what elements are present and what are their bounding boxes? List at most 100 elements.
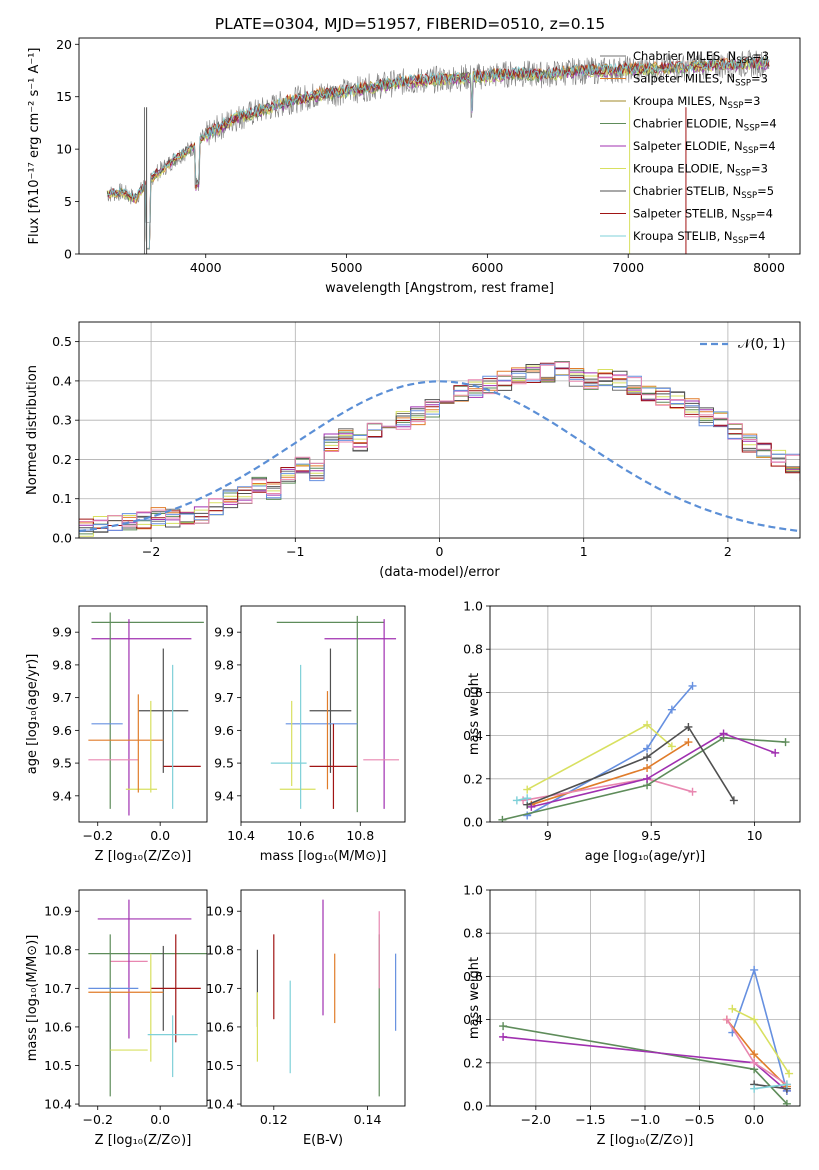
x-tick-label: 0.12 xyxy=(260,1112,288,1127)
legend-entry: Chabrier MILES, NSSP=3 xyxy=(633,49,769,66)
weight-point xyxy=(499,1022,508,1031)
histogram-series xyxy=(79,363,800,531)
plot-area-age-vs-mass xyxy=(270,615,400,813)
x-axis-label: mass [log₁₀(M/M⊙)] xyxy=(260,849,387,864)
legend-entry: Chabrier ELODIE, NSSP=4 xyxy=(633,117,777,134)
x-tick-label: 5000 xyxy=(331,260,363,275)
y-tick-label: 0.4 xyxy=(52,373,72,388)
x-tick-label: 10.6 xyxy=(287,828,315,843)
axes-frame xyxy=(240,889,406,1107)
y-tick-label: 9.5 xyxy=(52,756,72,771)
axes-frame xyxy=(240,605,406,823)
weight-point xyxy=(667,742,676,751)
y-tick-label: 0.3 xyxy=(52,413,72,428)
weight-point xyxy=(688,681,697,690)
y-tick-label: 10.7 xyxy=(206,981,234,996)
y-tick-label: 10 xyxy=(56,142,72,157)
legend-entry: Kroupa MILES, NSSP=3 xyxy=(633,94,760,111)
weight-point xyxy=(782,1099,791,1106)
y-tick-label: 10.5 xyxy=(206,1058,234,1073)
y-tick-label: 0.8 xyxy=(463,926,483,941)
x-axis-label: E(B-V) xyxy=(303,1133,343,1148)
weight-point xyxy=(643,764,652,772)
weight-line xyxy=(502,736,786,821)
y-axis-label: mass weight xyxy=(467,673,482,755)
plot-area-mass-vs-ebv xyxy=(256,899,397,1097)
axes-frame xyxy=(489,605,801,823)
y-tick-label: 0.0 xyxy=(463,815,483,830)
y-tick-label: 0.2 xyxy=(463,771,483,786)
weight-line xyxy=(754,1083,788,1090)
y-tick-label: 5 xyxy=(64,194,72,209)
y-tick-label: 0.2 xyxy=(52,452,72,467)
weight-line xyxy=(726,1019,788,1086)
weight-point xyxy=(527,802,536,811)
y-tick-label: 0.1 xyxy=(52,491,72,506)
legend-entry: Kroupa STELIB, NSSP=4 xyxy=(633,229,765,246)
x-tick-label: −0.2 xyxy=(83,1112,113,1127)
x-tick-label: 0.0 xyxy=(744,1112,764,1127)
y-tick-label: 9.9 xyxy=(52,625,72,640)
y-tick-label: 0.4 xyxy=(463,1012,483,1027)
y-tick-label: 10.4 xyxy=(206,1097,234,1112)
weight-point xyxy=(750,965,759,974)
weight-point xyxy=(728,1004,737,1013)
y-axis-label: age [log₁₀(age/yr)] xyxy=(25,654,40,775)
y-axis-label: Flux [fλ10⁻¹⁷ erg cm⁻² s⁻¹ A⁻¹] xyxy=(27,48,42,245)
y-tick-label: 0.6 xyxy=(463,969,483,984)
weight-point xyxy=(684,738,693,747)
axes-weight-vs-age: 9 9.5 10 0.0 0.2 0.4 0.6 0.8 1.0 age [log₁₀(age/y… xyxy=(463,599,801,864)
weight-point xyxy=(523,811,532,820)
x-tick-label: 1 xyxy=(580,544,588,559)
y-tick-label: 9.9 xyxy=(214,625,234,640)
y-tick-label: 10.5 xyxy=(44,1058,72,1073)
axes-residuals: −2 −1 0 1 2 0.0 0.1 0.2 0.3 0.4 0.5 (data-model)/er… xyxy=(25,321,801,580)
legend-entry: 𝒩(0, 1) xyxy=(738,337,785,352)
axes-frame xyxy=(78,37,801,255)
weight-point xyxy=(750,1050,759,1059)
x-tick-label: 0 xyxy=(436,544,444,559)
weight-line xyxy=(531,732,776,808)
weight-line xyxy=(526,725,735,806)
y-tick-label: 0.4 xyxy=(463,728,483,743)
y-tick-label: 0.8 xyxy=(463,642,483,657)
y-axis-label: mass [log₁₀(M/M⊙)] xyxy=(25,935,40,1062)
histogram-series xyxy=(79,367,800,533)
legend-entry: Salpeter MILES, NSSP=3 xyxy=(633,72,768,89)
x-tick-label: 8000 xyxy=(753,260,785,275)
legend-entry: Salpeter STELIB, NSSP=4 xyxy=(633,207,773,224)
x-tick-label: −0.2 xyxy=(83,828,113,843)
y-tick-label: 9.5 xyxy=(214,756,234,771)
y-tick-label: 0 xyxy=(64,247,72,262)
y-tick-label: 10.6 xyxy=(206,1019,234,1034)
weight-point xyxy=(688,787,697,796)
x-tick-label: −1 xyxy=(286,544,304,559)
y-tick-label: 0.0 xyxy=(463,1099,483,1114)
x-tick-label: 9 xyxy=(544,828,552,843)
y-tick-label: 10.8 xyxy=(206,942,234,957)
legend-entry: Salpeter ELODIE, NSSP=4 xyxy=(633,139,776,156)
y-tick-label: 9.4 xyxy=(52,788,72,803)
legend-entry: Chabrier STELIB, NSSP=5 xyxy=(633,184,774,201)
x-axis-label: (data-model)/error xyxy=(379,565,500,580)
x-tick-label: 7000 xyxy=(612,260,644,275)
weight-line xyxy=(526,685,694,817)
y-tick-label: 10.7 xyxy=(44,981,72,996)
weight-point xyxy=(750,1058,759,1067)
weight-point xyxy=(785,1069,794,1078)
y-tick-label: 10.9 xyxy=(206,904,234,919)
weight-point xyxy=(750,1015,759,1024)
y-tick-label: 9.6 xyxy=(214,723,234,738)
y-tick-label: 9.4 xyxy=(214,788,234,803)
weight-point xyxy=(719,729,728,738)
weight-point xyxy=(643,744,652,753)
x-axis-label: Z [log₁₀(Z/Z⊙)] xyxy=(95,849,192,864)
weight-point xyxy=(771,748,780,757)
y-axis-label: Normed distribution xyxy=(25,365,40,495)
x-tick-label: 10.8 xyxy=(346,828,374,843)
y-tick-label: 20 xyxy=(56,37,72,52)
y-tick-label: 1.0 xyxy=(463,883,483,898)
chart-title: PLATE=0304, MJD=51957, FIBERID=0510, z=0… xyxy=(215,15,605,33)
x-tick-label: 6000 xyxy=(471,260,503,275)
